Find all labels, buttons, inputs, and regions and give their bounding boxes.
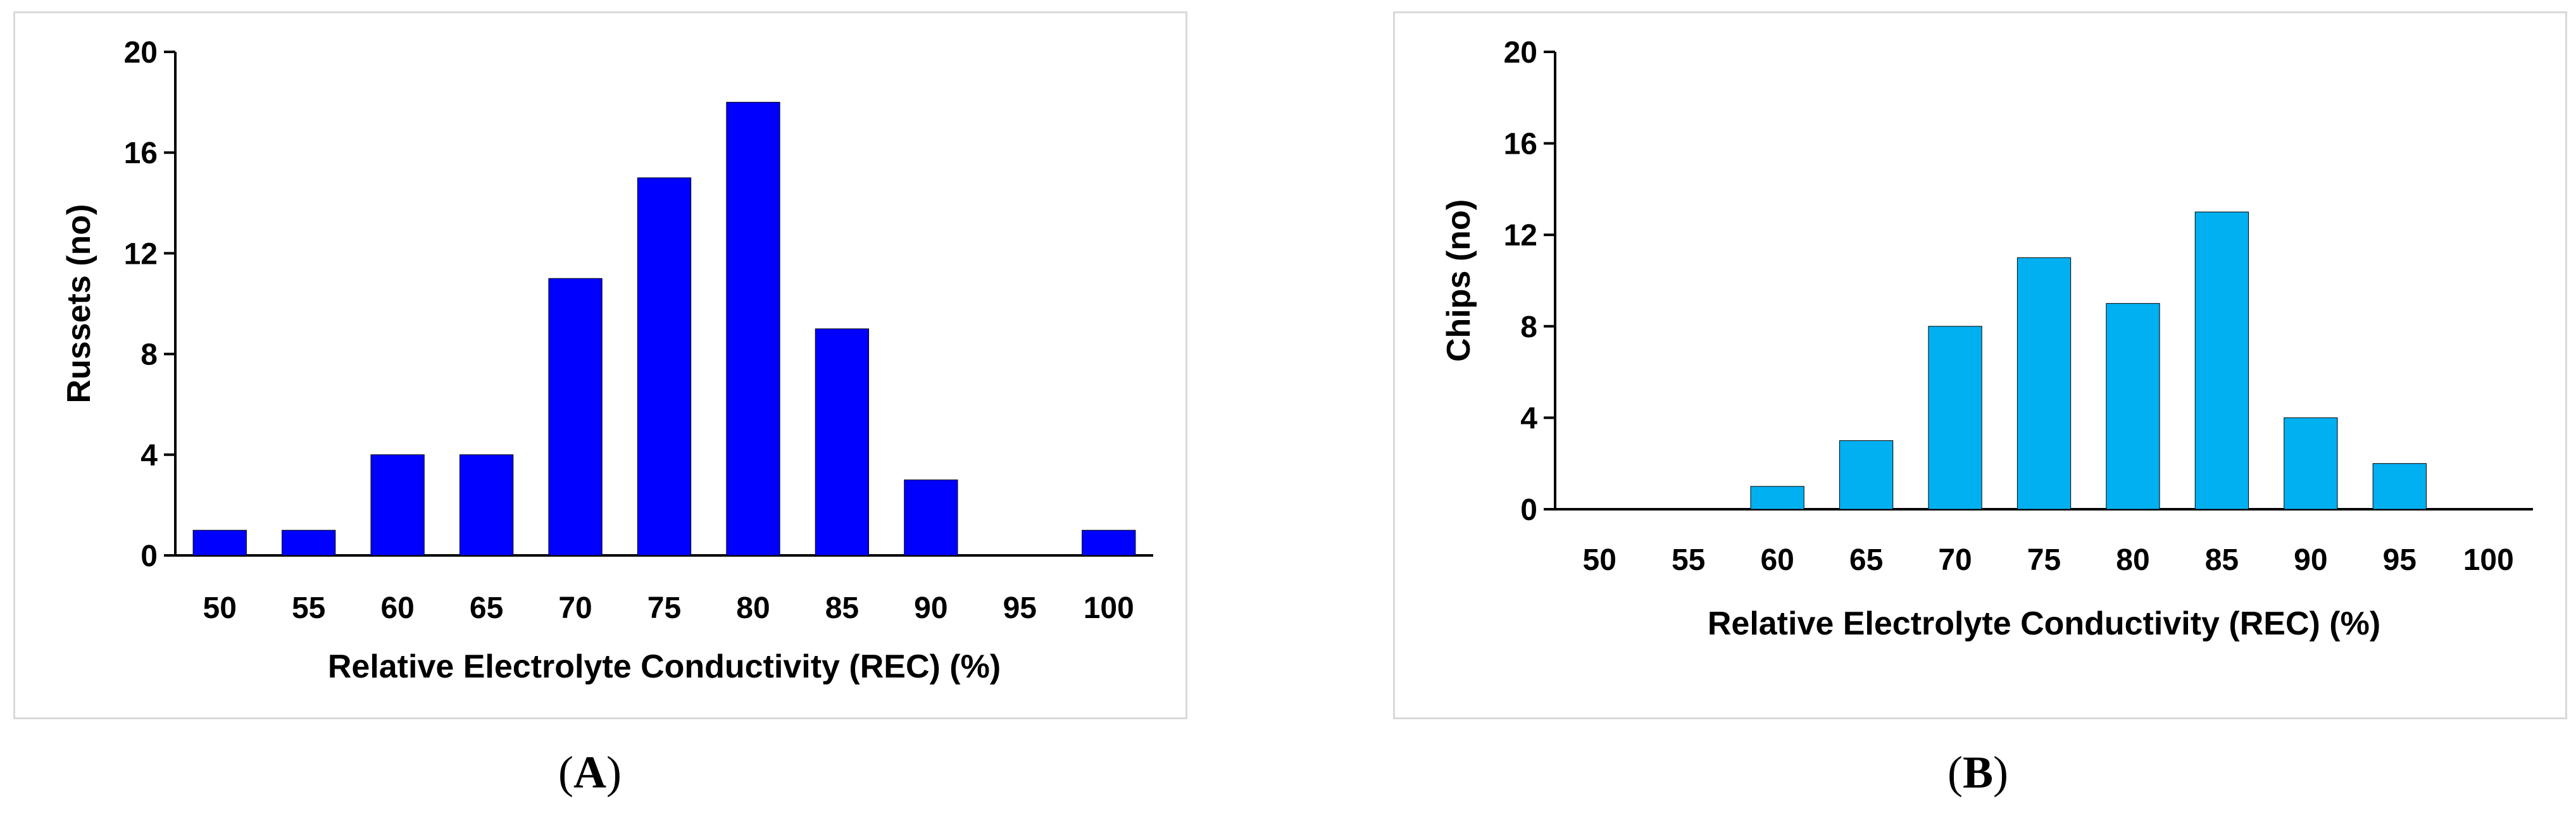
x-tick-label: 90 xyxy=(914,591,947,625)
x-axis-title: Relative Electrolyte Conductivity (REC) … xyxy=(1708,605,2380,642)
y-tick-label: 4 xyxy=(1520,402,1537,435)
x-tick-label: 65 xyxy=(1849,543,1883,577)
bar-100 xyxy=(1082,529,1136,556)
y-tick-label: 16 xyxy=(1504,128,1537,161)
chart-panel-b: 0 4 8 12 16 20 50 55 60 65 70 75 80 85 90 95 100 Relative… xyxy=(1393,11,2567,719)
x-tick-label: 55 xyxy=(1672,543,1705,577)
x-tick-label: 80 xyxy=(736,591,770,625)
y-tick-label: 0 xyxy=(1520,493,1537,527)
chart-b: 0 4 8 12 16 20 50 55 60 65 70 75 80 85 90 95 100 Relative… xyxy=(1441,36,2533,642)
bar-55 xyxy=(282,529,336,556)
x-tick-label: 95 xyxy=(2383,543,2417,577)
bar-80 xyxy=(726,102,780,556)
bar-90 xyxy=(904,480,958,556)
bar-65 xyxy=(459,454,514,556)
x-tick-label: 85 xyxy=(2205,543,2239,577)
bar-70 xyxy=(548,278,603,556)
x-tick-label: 70 xyxy=(1938,543,1972,577)
y-tick-label: 8 xyxy=(1520,311,1537,344)
bar-60 xyxy=(370,454,425,556)
x-tick-label: 70 xyxy=(558,591,592,625)
y-tick-label: 20 xyxy=(1504,36,1537,70)
bar-95 xyxy=(2372,463,2427,510)
bar-70 xyxy=(1928,326,1982,510)
y-tick-label: 16 xyxy=(124,137,158,170)
x-tick-label: 90 xyxy=(2294,543,2327,577)
bar-65 xyxy=(1839,440,1894,510)
x-tick-label: 50 xyxy=(203,591,237,625)
y-axis-title: Chips (no) xyxy=(1441,199,1477,362)
y-tick-label: 12 xyxy=(1504,219,1537,252)
bar-75 xyxy=(2016,257,2072,510)
y-tick-label: 20 xyxy=(124,36,158,70)
x-tick-label: 100 xyxy=(2463,543,2514,577)
y-axis-title: Russets (no) xyxy=(61,204,97,404)
chart-a: 0 4 8 12 16 20 50 55 60 65 70 75 80 85 90 95 100 Relative… xyxy=(61,36,1153,685)
x-tick-label: 60 xyxy=(1760,543,1794,577)
x-tick-label: 75 xyxy=(647,591,681,625)
x-tick-label: 55 xyxy=(292,591,325,625)
x-tick-label: 95 xyxy=(1003,591,1037,625)
bar-90 xyxy=(2284,417,2338,510)
chart-panel-a: 0 4 8 12 16 20 50 55 60 65 70 75 80 85 90 95 100 Relative… xyxy=(13,11,1187,719)
y-tick-label: 0 xyxy=(141,540,158,573)
x-tick-label: 100 xyxy=(1084,591,1134,625)
y-tick-label: 12 xyxy=(124,237,158,271)
y-tick-label: 8 xyxy=(141,338,158,372)
bar-50 xyxy=(192,529,247,556)
x-tick-label: 60 xyxy=(380,591,414,625)
x-tick-label: 80 xyxy=(2116,543,2149,577)
x-tick-label: 85 xyxy=(825,591,859,625)
x-tick-label: 65 xyxy=(470,591,503,625)
bar-85 xyxy=(2194,211,2249,510)
bar-75 xyxy=(637,177,692,556)
bar-80 xyxy=(2106,303,2160,510)
x-axis-title: Relative Electrolyte Conductivity (REC) … xyxy=(328,648,1001,685)
panel-label-a: (A) xyxy=(558,747,622,798)
x-tick-label: 50 xyxy=(1583,543,1616,577)
panel-label-b: (B) xyxy=(1948,747,2008,798)
y-tick-label: 4 xyxy=(141,439,158,473)
bar-85 xyxy=(815,328,870,556)
x-tick-label: 75 xyxy=(2027,543,2061,577)
bar-60 xyxy=(1750,486,1804,510)
